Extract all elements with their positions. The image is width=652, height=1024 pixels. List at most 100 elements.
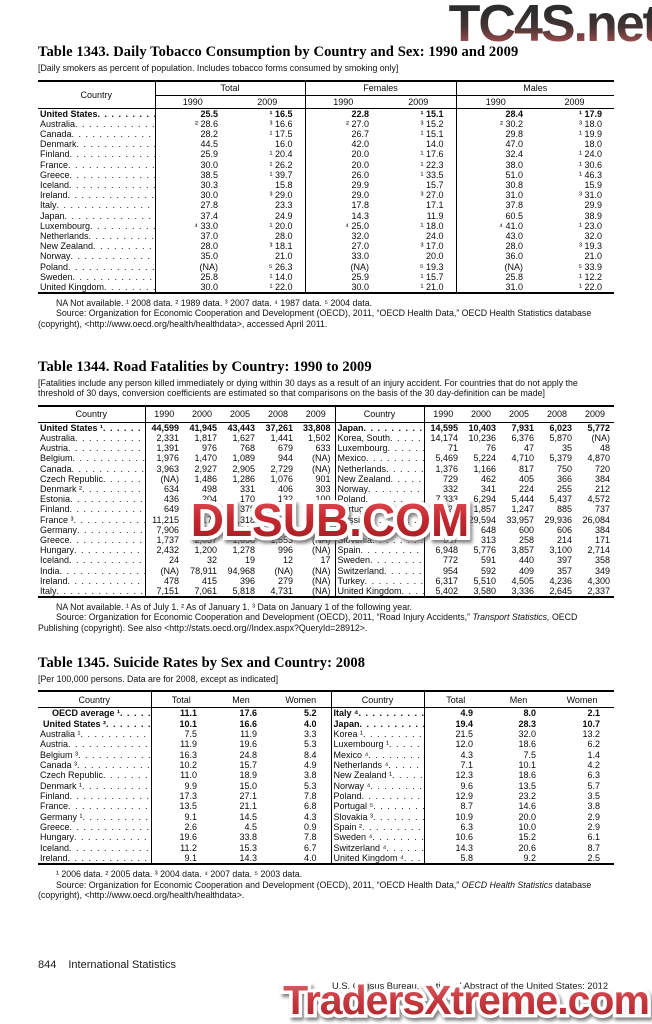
dot-leader: [70, 791, 150, 801]
value-cell: 11,215: [152, 514, 179, 525]
country-cell: Denmark ²: [38, 483, 146, 495]
value-cell: ¹ 20.0: [230, 220, 306, 231]
value-cell: 29,594: [468, 514, 496, 525]
table-row: Denmark 44.5 16.0 42.0 14.0 47.0 18.0: [38, 139, 614, 150]
value-cell: ¹ 22.0: [230, 281, 306, 295]
value-cell: 772: [442, 555, 458, 566]
page-footer: 844 International Statistics: [38, 959, 176, 971]
table-row: Greece 2.6 4.5 0.9 Spain ² 6.3 10.0 2.9: [38, 822, 614, 833]
table-row: Canada 28.2 ¹ 17.5 26.7 ¹ 15.1 29.8 ¹ 19.9: [38, 128, 614, 140]
value-cell: 31.0: [456, 281, 536, 295]
footnote-text: ¹ 2006 data. ² 2005 data. ³ 2004 data. ⁴…: [56, 869, 303, 880]
dot-leader: [388, 443, 423, 453]
value-cell: ² 28.6: [194, 118, 218, 129]
dot-leader: [368, 750, 423, 760]
value-cell: 313: [480, 535, 496, 545]
value-cell: 20.0: [518, 811, 536, 822]
dot-leader: [69, 555, 144, 565]
column-header-men: Men: [211, 691, 271, 709]
value-cell: 8.0: [523, 708, 536, 719]
country-cell: Norway: [38, 251, 156, 262]
country-label: Iceland: [40, 842, 70, 853]
value-cell: 2,927: [194, 463, 217, 474]
value-cell: 14.5: [239, 811, 257, 822]
value-cell: 15.9: [584, 179, 603, 190]
value-cell: 23.2: [518, 791, 536, 802]
value-cell: 37.8: [505, 200, 524, 211]
value-cell: 6.3: [460, 822, 473, 833]
value-cell: ³ 18.0: [579, 118, 603, 129]
country-cell: Japan: [330, 718, 425, 730]
watermark-top: TC4S.net: [449, 0, 652, 54]
value-cell: 4.0: [303, 718, 317, 729]
dot-leader: [68, 739, 150, 749]
value-cell: 4.5: [244, 822, 257, 833]
value-cell: 996: [277, 545, 293, 556]
value-cell: 29,936: [544, 514, 572, 525]
country-cell: Estonia: [38, 494, 146, 505]
value-cell: 2.9: [587, 811, 600, 822]
country-cell: Netherlands: [38, 230, 156, 242]
value-cell: 5,379: [549, 453, 572, 464]
value-cell: 358: [594, 555, 610, 566]
year-header: 1990: [145, 405, 183, 423]
value-cell: 7,503: [194, 524, 217, 535]
country-cell: Sweden: [334, 555, 425, 566]
country-label: Italy: [40, 200, 57, 211]
value-cell: 7.5: [184, 729, 197, 740]
suicide-rates-table: Country Total Men Women Country Total Me…: [38, 690, 614, 866]
table-row: Poland (NA) ⁵ 26.3 (NA) ⁵ 19.3 (NA) ⁵ 33.9: [38, 261, 614, 272]
value-cell: ³ 16.6: [230, 118, 306, 129]
dot-leader: [57, 200, 154, 210]
country-label: United Kingdom: [337, 586, 402, 597]
value-cell: 15.7: [239, 760, 257, 771]
value-cell: 10.6: [455, 832, 473, 843]
country-label: Ireland: [40, 190, 68, 201]
dot-leader: [93, 241, 154, 251]
year-header: 2008: [538, 405, 576, 423]
value-cell: 720: [594, 463, 610, 474]
country-cell: Germany: [38, 524, 146, 535]
country-label: Finland: [40, 504, 70, 515]
value-cell: 12.9: [455, 791, 473, 802]
country-label: Switzerland ⁴: [333, 842, 387, 853]
value-cell: (NA): [591, 432, 611, 443]
dot-leader: [70, 149, 154, 159]
value-cell: 24.9: [230, 210, 306, 221]
country-label: Korea, South: [337, 432, 391, 443]
value-cell: 10.9: [455, 811, 473, 822]
value-cell: (NA): [312, 565, 331, 576]
value-cell: 5.3: [303, 739, 317, 750]
country-label: Greece: [40, 535, 70, 545]
dot-leader: [373, 812, 423, 822]
country-label: Denmark ¹: [40, 780, 83, 791]
country-cell: Denmark ¹: [38, 780, 152, 792]
country-label: United Kingdom: [40, 281, 105, 292]
table-row: United Kingdom30.0¹ 22.030.0¹ 21.031.0¹ …: [38, 281, 615, 295]
dot-leader: [389, 739, 423, 749]
value-cell: 737: [594, 504, 610, 515]
value-cell: 24: [168, 555, 179, 566]
table-row: Czech Republic (NA) 1,486 1,286 1,076 901 New …: [38, 473, 614, 484]
value-cell: 279: [277, 575, 293, 586]
value-cell: 41,945: [189, 422, 217, 433]
country-cell: Belgium: [38, 453, 146, 464]
dot-leader: [68, 801, 150, 811]
value-cell: 33,957: [506, 514, 534, 525]
country-label: Poland: [337, 494, 366, 505]
value-cell: 43.0: [505, 230, 524, 241]
value-cell: 279: [315, 504, 331, 515]
dot-leader: [362, 791, 423, 801]
country-label: Belgium ³: [40, 749, 79, 760]
country-label: Canada: [40, 128, 72, 139]
year-header: 2009: [230, 95, 306, 109]
year-header: 2000: [183, 405, 221, 423]
value-cell: 384: [594, 524, 610, 535]
country-cell: India: [38, 565, 146, 576]
country-cell: New Zealand ¹: [330, 770, 425, 781]
country-cell: Finland: [38, 504, 146, 515]
value-cell: ⁵ 33.9: [578, 261, 603, 272]
value-cell: 11.2: [180, 842, 197, 853]
country-cell: Iceland: [38, 179, 156, 191]
